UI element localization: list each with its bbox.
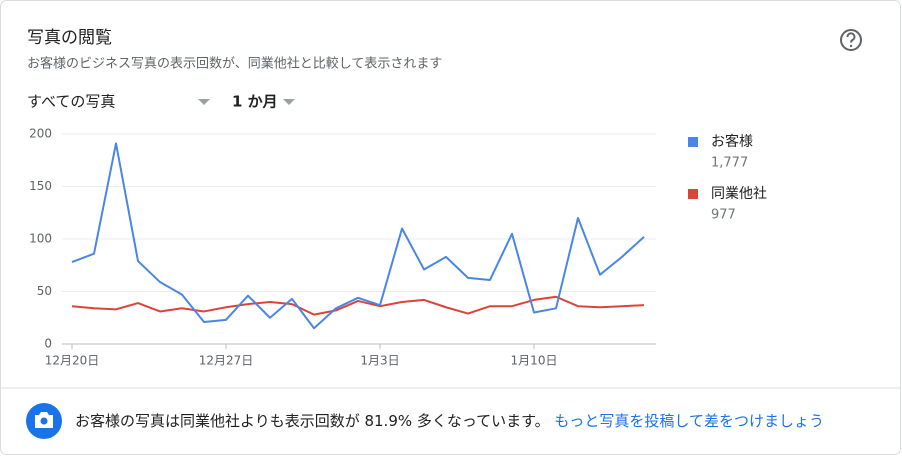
card-title: 写真の閲覧 — [27, 28, 112, 48]
dropdown-arrow[interactable] — [283, 99, 295, 105]
camera-lens — [40, 417, 48, 425]
legend-swatch — [688, 137, 698, 147]
card-subtitle: お客様のビジネス写真の表示回数が、同業他社と比較して表示されます — [27, 56, 442, 72]
x-tick-label: 12月20日 — [45, 354, 100, 368]
series-line — [71, 295, 645, 316]
y-tick-label: 100 — [29, 232, 52, 246]
y-tick-label: 200 — [29, 127, 52, 141]
help-glyph[interactable] — [846, 32, 856, 43]
photo-filter[interactable]: すべての写真 — [27, 93, 210, 111]
help-button[interactable] — [840, 29, 862, 51]
legend-total: 1,777 — [711, 156, 748, 171]
legend-name: お客様 — [711, 133, 753, 150]
dropdown-arrow[interactable] — [198, 99, 210, 105]
legend-total: 977 — [711, 208, 736, 223]
y-tick-label: 50 — [37, 284, 52, 298]
footer-link[interactable]: もっと写真を投稿して差をつけましょう — [554, 412, 824, 430]
footer-text: お客様の写真は同業他社よりも表示回数が 81.9% 多くなっています。 もっと写… — [75, 412, 824, 430]
photo-filter-label[interactable]: すべての写真 — [27, 93, 115, 111]
chart: 0 50 100 150 200 12月20日 12月27日 1月3日 1月10日 お客様 1,77… — [29, 127, 767, 368]
period-filter[interactable]: 1 か月 — [232, 93, 295, 111]
legend-swatch — [688, 189, 698, 199]
help-dot[interactable] — [849, 44, 853, 48]
y-tick-label: 0 — [44, 337, 52, 351]
legend-name: 同業他社 — [711, 186, 767, 202]
x-tick-label: 1月10日 — [511, 354, 558, 368]
period-filter-label[interactable]: 1 か月 — [232, 93, 278, 111]
series-line — [71, 142, 645, 330]
footer-message: お客様の写真は同業他社よりも表示回数が 81.9% 多くなっています。 — [75, 412, 550, 430]
x-tick-label: 1月3日 — [360, 354, 399, 368]
help-icon[interactable] — [840, 29, 862, 51]
y-tick-label: 150 — [29, 179, 52, 193]
x-tick-label: 12月27日 — [199, 354, 254, 368]
